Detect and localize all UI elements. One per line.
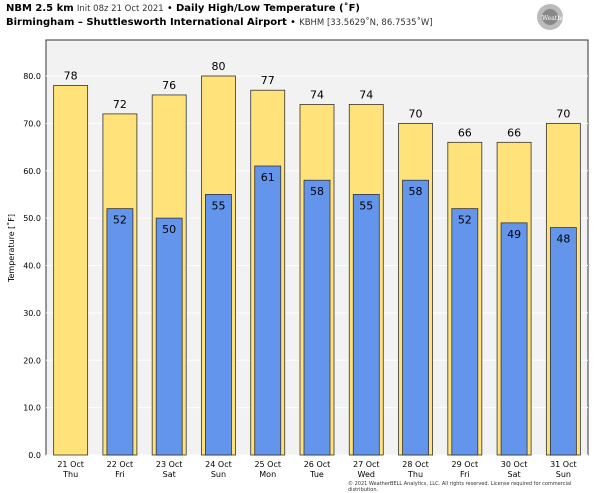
svg-text:WeatherBELL: WeatherBELL [542,15,584,22]
y-tick-label: 10.0 [23,404,41,413]
low-label: 48 [556,233,570,246]
low-bar [303,179,331,456]
high-bar [53,85,89,456]
high-label: 77 [261,74,275,87]
x-tick-date: 22 Oct [107,460,134,469]
high-label: 70 [556,107,570,120]
low-label: 50 [162,223,176,236]
high-label: 66 [507,126,521,139]
y-tick-label: 40.0 [23,262,41,271]
x-tick-date: 31 Oct [550,460,577,469]
low-bar [155,217,183,456]
high-label: 74 [310,88,324,101]
x-tick-day: Fri [460,470,470,479]
low-label: 55 [211,199,225,212]
y-tick-label: 30.0 [23,309,41,318]
chart-title-line1: NBM 2.5 km Init 08z 21 Oct 2021 • Daily … [6,3,360,14]
x-tick-day: Sun [211,470,226,479]
chart-title-line2: Birmingham – Shuttlesworth International… [6,17,433,28]
x-tick-day: Tue [309,470,324,479]
low-bar [254,165,282,456]
x-tick-date: 29 Oct [452,460,479,469]
high-label: 72 [113,98,127,111]
x-tick-date: 30 Oct [501,460,528,469]
low-bar [205,194,232,456]
low-label: 49 [507,228,521,241]
low-bar [106,208,134,456]
high-label: 70 [409,107,423,120]
x-tick-day: Sun [556,470,571,479]
low-bar [352,194,380,456]
high-label: 78 [64,69,78,82]
y-tick-label: 80.0 [23,72,41,81]
x-tick-date: 27 Oct [353,460,380,469]
x-tick-date: 26 Oct [304,460,331,469]
low-bar [451,208,479,456]
y-tick-label: 70.0 [23,119,41,128]
high-label: 66 [458,126,472,139]
low-bar [402,179,429,456]
x-tick-day: Thu [62,470,78,479]
x-tick-day: Fri [115,470,125,479]
low-label: 58 [310,185,324,198]
high-label: 76 [162,79,176,92]
copyright: © 2021 WeatherBELL Analytics, LLC. All r… [348,481,572,493]
high-label: 80 [211,60,225,73]
x-tick-day: Wed [358,470,375,479]
y-tick-label: 50.0 [23,214,41,223]
y-tick-label: 60.0 [23,167,41,176]
x-tick-date: 25 Oct [254,460,281,469]
low-label: 55 [359,199,373,212]
low-label: 52 [458,214,472,227]
high-label: 74 [359,88,373,101]
y-tick-label: 20.0 [23,356,41,365]
x-tick-date: 24 Oct [205,460,232,469]
x-tick-date: 23 Oct [156,460,183,469]
x-tick-date: 21 Oct [57,460,84,469]
x-tick-date: 28 Oct [402,460,429,469]
x-tick-day: Sat [163,470,176,479]
x-tick-day: Sat [508,470,521,479]
low-label: 52 [113,214,127,227]
x-tick-day: Mon [259,470,276,479]
low-label: 58 [409,185,423,198]
y-tick-label: 0.0 [28,451,41,460]
low-bar [500,222,528,456]
y-axis-label: Temperature [˚F] [6,214,16,283]
weatherbell-logo: WeatherBELL [537,4,584,30]
x-tick-day: Thu [407,470,423,479]
low-label: 61 [261,171,275,184]
low-bar [549,227,577,456]
